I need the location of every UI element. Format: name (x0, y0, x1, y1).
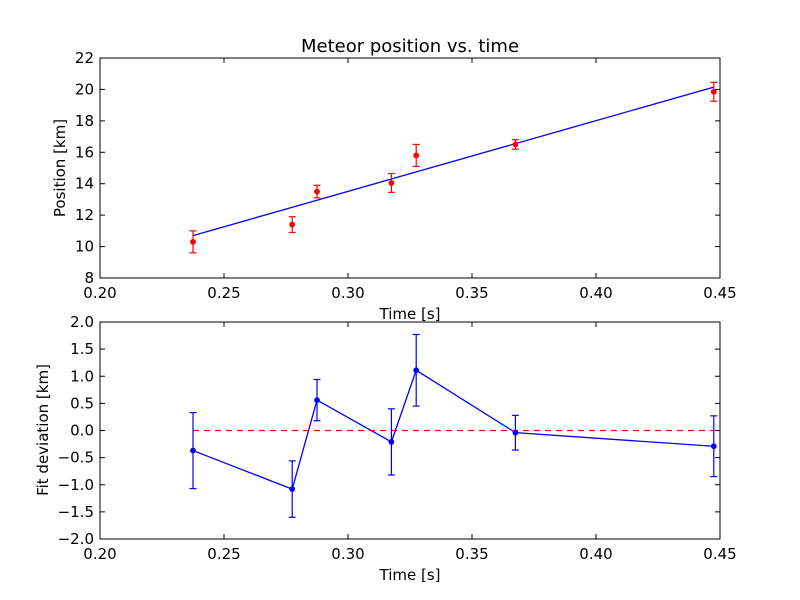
position-data-point (314, 188, 320, 195)
deviation-axis-ticks: 0.20 0.25 0.30 0.35 0.40 0.45 −2.0 −1.5 −1.0 −0.5… (58, 313, 737, 563)
position-data-point (413, 152, 420, 159)
x-tick-label: 0.25 (207, 545, 240, 563)
x-tick-label: 0.35 (455, 284, 488, 302)
position-plot-frame (99, 57, 721, 279)
x-tick-label: 0.30 (331, 284, 364, 302)
position-axis-ticks: 0.20 0.25 0.30 0.35 0.40 0.45 8 10 12 14 16 18 20 22 (75, 49, 737, 302)
x-tick-label: 0.45 (703, 284, 736, 302)
x-tick-label: 0.35 (455, 545, 488, 563)
y-tick-label: 14 (75, 175, 94, 193)
position-marks (189, 81, 718, 254)
deviation-y-axis-label: Fit deviation [km] (34, 364, 52, 496)
x-tick-label: 0.30 (331, 545, 364, 563)
x-tick-label: 0.25 (207, 284, 240, 302)
y-tick-label: 20 (75, 80, 94, 98)
y-tick-label: 18 (75, 112, 94, 130)
deviation-data-point (190, 447, 196, 454)
position-y-axis-label: Position [km] (51, 119, 69, 217)
deviation-marks (189, 333, 718, 518)
y-tick-label: 12 (75, 206, 94, 224)
y-tick-label: −1.0 (58, 476, 94, 494)
position-subplot: Meteor position vs. time 0.20 0.25 0.30 0.3… (51, 36, 737, 323)
position-data-point (190, 238, 196, 245)
deviation-data-point (512, 429, 519, 436)
y-tick-label: −2.0 (58, 530, 94, 548)
deviation-data-point (388, 438, 395, 445)
x-tick-label: 0.40 (579, 284, 612, 302)
position-data-point (512, 141, 519, 148)
chart-title: Meteor position vs. time (301, 36, 519, 57)
position-x-axis-label: Time [s] (379, 305, 441, 323)
deviation-data-point (710, 443, 717, 450)
position-data-point (289, 221, 296, 228)
y-tick-label: 22 (75, 49, 94, 67)
x-tick-label: 0.45 (703, 545, 736, 563)
y-tick-label: 1.5 (70, 340, 94, 358)
y-tick-label: 10 (75, 238, 94, 256)
y-tick-label: 1.0 (70, 367, 94, 385)
position-data-point (388, 180, 395, 186)
y-tick-label: −0.5 (58, 449, 94, 467)
position-data-point (710, 88, 717, 95)
y-tick-label: −1.5 (58, 503, 94, 521)
deviation-data-point (413, 367, 420, 374)
deviation-data-point (314, 397, 320, 404)
y-tick-label: 8 (84, 269, 94, 287)
y-tick-label: 0.5 (70, 394, 94, 412)
deviation-data-point (289, 486, 296, 492)
x-tick-label: 0.20 (83, 545, 116, 563)
deviation-subplot: 0.20 0.25 0.30 0.35 0.40 0.45 −2.0 −1.5 −1.0 −0.5… (34, 313, 737, 584)
x-tick-label: 0.40 (579, 545, 612, 563)
y-tick-label: 0.0 (70, 422, 94, 440)
y-tick-label: 16 (75, 143, 94, 161)
fit-line (192, 86, 714, 237)
deviation-x-axis-label: Time [s] (379, 566, 441, 584)
y-tick-label: 2.0 (70, 313, 94, 331)
x-tick-label: 0.20 (83, 284, 116, 302)
